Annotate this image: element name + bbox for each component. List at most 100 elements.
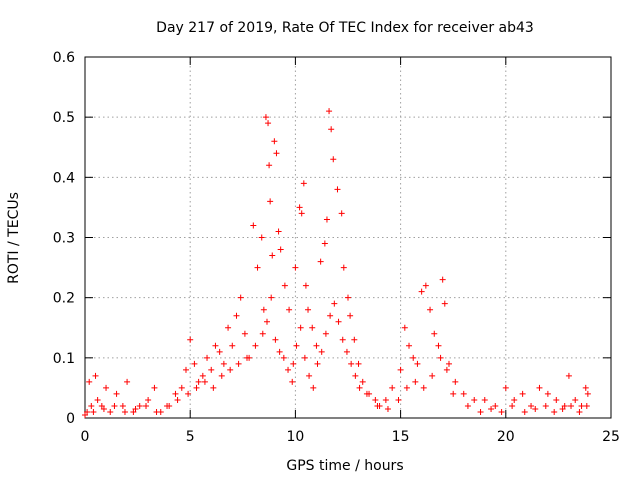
data-point	[174, 396, 181, 403]
y-tick-label: 0.1	[53, 351, 75, 367]
data-point	[86, 378, 93, 385]
data-point	[330, 156, 337, 163]
data-point	[321, 240, 328, 247]
data-point	[414, 360, 421, 367]
data-point	[145, 396, 152, 403]
data-point	[372, 396, 379, 403]
data-point	[363, 390, 370, 397]
data-point	[185, 390, 192, 397]
data-point	[273, 150, 280, 157]
data-point	[265, 120, 272, 127]
data-point	[542, 402, 549, 409]
data-point	[389, 384, 396, 391]
data-point	[218, 372, 225, 379]
data-points	[82, 108, 591, 418]
data-point	[136, 402, 143, 409]
data-point	[328, 126, 335, 133]
data-point	[397, 366, 404, 373]
data-point	[263, 318, 270, 325]
data-point	[551, 408, 558, 415]
x-tick-label: 20	[497, 429, 515, 445]
data-point	[244, 354, 251, 361]
y-tick-label: 0.2	[53, 291, 75, 307]
data-point	[477, 408, 484, 415]
data-point	[420, 384, 427, 391]
data-point	[422, 282, 429, 289]
data-point	[302, 282, 309, 289]
data-point	[252, 342, 259, 349]
data-point	[314, 360, 321, 367]
data-point	[268, 294, 275, 301]
data-point	[340, 264, 347, 271]
data-point	[132, 405, 139, 412]
data-point	[403, 384, 410, 391]
data-point	[352, 372, 359, 379]
data-point	[401, 324, 408, 331]
data-point	[227, 366, 234, 373]
data-point	[431, 330, 438, 337]
data-point	[471, 396, 478, 403]
data-point	[258, 234, 265, 241]
data-point	[502, 384, 509, 391]
data-point	[437, 354, 444, 361]
data-point	[318, 348, 325, 355]
data-point	[195, 378, 202, 385]
data-point	[439, 276, 446, 283]
data-point	[153, 408, 160, 415]
data-point	[107, 408, 114, 415]
data-point	[280, 354, 287, 361]
data-point	[204, 354, 211, 361]
data-point	[293, 342, 300, 349]
data-point	[298, 210, 305, 217]
y-tick-label: 0	[66, 411, 75, 427]
data-point	[460, 390, 467, 397]
data-point	[536, 384, 543, 391]
data-point	[266, 162, 273, 169]
data-point	[488, 405, 495, 412]
data-point	[100, 405, 107, 412]
data-point	[208, 366, 215, 373]
data-point	[250, 222, 257, 229]
data-point	[201, 378, 208, 385]
data-point	[254, 264, 261, 271]
data-point	[583, 402, 590, 409]
data-point	[334, 186, 341, 193]
data-point	[576, 408, 583, 415]
data-point	[277, 246, 284, 253]
data-point	[521, 408, 528, 415]
data-point	[347, 312, 354, 319]
data-point	[445, 360, 452, 367]
data-point	[435, 342, 442, 349]
y-axis-title: ROTI / TECUs	[6, 192, 22, 284]
data-point	[418, 288, 425, 295]
data-point	[259, 330, 266, 337]
data-point	[216, 348, 223, 355]
data-point	[111, 402, 118, 409]
data-point	[267, 198, 274, 205]
data-point	[441, 300, 448, 307]
data-point	[151, 384, 158, 391]
data-point	[235, 360, 242, 367]
data-point	[124, 378, 131, 385]
data-point	[443, 366, 450, 373]
data-point	[172, 390, 179, 397]
data-point	[306, 372, 313, 379]
data-point	[305, 306, 312, 313]
y-tick-label: 0.6	[53, 50, 75, 66]
data-point	[297, 324, 304, 331]
data-point	[229, 342, 236, 349]
x-tick-label: 25	[602, 429, 620, 445]
data-point	[94, 396, 101, 403]
data-point	[178, 384, 185, 391]
data-point	[191, 360, 198, 367]
data-point	[269, 252, 276, 259]
data-point	[276, 348, 283, 355]
data-point	[351, 336, 358, 343]
data-point	[90, 408, 97, 415]
data-point	[406, 342, 413, 349]
data-point	[355, 360, 362, 367]
data-point	[103, 384, 110, 391]
data-point	[584, 390, 591, 397]
data-point	[210, 384, 217, 391]
